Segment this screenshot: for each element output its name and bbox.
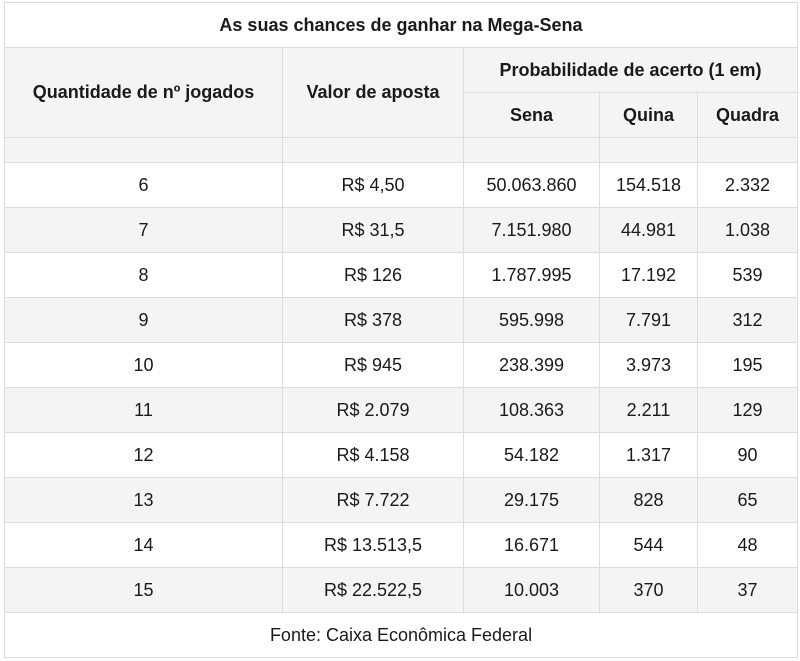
cell-quina: 44.981 <box>599 207 698 253</box>
cell-quina: 17.192 <box>599 252 698 298</box>
mega-sena-odds-table: As suas chances de ganhar na Mega-Sena Q… <box>4 2 798 658</box>
cell-quantity: 8 <box>4 252 283 298</box>
cell-bet-value: R$ 13.513,5 <box>282 522 464 568</box>
table-row: 15 R$ 22.522,5 10.003 370 37 <box>4 567 798 613</box>
source-footer: Fonte: Caixa Econômica Federal <box>4 612 798 658</box>
table-row: 10 R$ 945 238.399 3.973 195 <box>4 342 798 388</box>
cell-quantity: 6 <box>4 162 283 208</box>
table-row: 9 R$ 378 595.998 7.791 312 <box>4 297 798 343</box>
table-body: 6 R$ 4,50 50.063.860 154.518 2.332 7 R$ 31,5 7.… <box>4 162 798 613</box>
cell-sena: 1.787.995 <box>463 252 600 298</box>
cell-quadra: 90 <box>697 432 798 478</box>
cell-quina: 3.973 <box>599 342 698 388</box>
cell-bet-value: R$ 4,50 <box>282 162 464 208</box>
table-row: 8 R$ 126 1.787.995 17.192 539 <box>4 252 798 298</box>
cell-bet-value: R$ 31,5 <box>282 207 464 253</box>
header-quina: Quina <box>599 92 698 138</box>
table-title: As suas chances de ganhar na Mega-Sena <box>4 2 798 48</box>
cell-quadra: 65 <box>697 477 798 523</box>
cell-bet-value: R$ 4.158 <box>282 432 464 478</box>
header-quantity: Quantidade de nº jogados <box>4 47 283 138</box>
table-row: 7 R$ 31,5 7.151.980 44.981 1.038 <box>4 207 798 253</box>
cell-quantity: 9 <box>4 297 283 343</box>
cell-quadra: 195 <box>697 342 798 388</box>
cell-quantity: 7 <box>4 207 283 253</box>
cell-quadra: 37 <box>697 567 798 613</box>
cell-sena: 10.003 <box>463 567 600 613</box>
cell-quina: 828 <box>599 477 698 523</box>
cell-quadra: 2.332 <box>697 162 798 208</box>
cell-sena: 29.175 <box>463 477 600 523</box>
cell-bet-value: R$ 126 <box>282 252 464 298</box>
cell-sena: 238.399 <box>463 342 600 388</box>
cell-quina: 154.518 <box>599 162 698 208</box>
cell-sena: 50.063.860 <box>463 162 600 208</box>
table-row: 13 R$ 7.722 29.175 828 65 <box>4 477 798 523</box>
cell-sena: 595.998 <box>463 297 600 343</box>
cell-bet-value: R$ 378 <box>282 297 464 343</box>
cell-bet-value: R$ 7.722 <box>282 477 464 523</box>
cell-bet-value: R$ 945 <box>282 342 464 388</box>
spacer-row <box>4 137 798 163</box>
cell-sena: 16.671 <box>463 522 600 568</box>
cell-quadra: 539 <box>697 252 798 298</box>
cell-quina: 544 <box>599 522 698 568</box>
cell-quantity: 12 <box>4 432 283 478</box>
cell-sena: 7.151.980 <box>463 207 600 253</box>
header-bet-value: Valor de aposta <box>282 47 464 138</box>
cell-bet-value: R$ 2.079 <box>282 387 464 433</box>
cell-quantity: 11 <box>4 387 283 433</box>
cell-bet-value: R$ 22.522,5 <box>282 567 464 613</box>
cell-sena: 108.363 <box>463 387 600 433</box>
header-quadra: Quadra <box>697 92 798 138</box>
cell-quadra: 312 <box>697 297 798 343</box>
cell-quantity: 14 <box>4 522 283 568</box>
cell-quina: 7.791 <box>599 297 698 343</box>
cell-quadra: 1.038 <box>697 207 798 253</box>
table-row: 6 R$ 4,50 50.063.860 154.518 2.332 <box>4 162 798 208</box>
cell-quantity: 15 <box>4 567 283 613</box>
table-row: 14 R$ 13.513,5 16.671 544 48 <box>4 522 798 568</box>
table-row: 11 R$ 2.079 108.363 2.211 129 <box>4 387 798 433</box>
cell-quina: 2.211 <box>599 387 698 433</box>
header-probability: Probabilidade de acerto (1 em) <box>463 47 798 93</box>
cell-quantity: 13 <box>4 477 283 523</box>
cell-quadra: 129 <box>697 387 798 433</box>
cell-quina: 1.317 <box>599 432 698 478</box>
header-sena: Sena <box>463 92 600 138</box>
table-row: 12 R$ 4.158 54.182 1.317 90 <box>4 432 798 478</box>
cell-sena: 54.182 <box>463 432 600 478</box>
cell-quadra: 48 <box>697 522 798 568</box>
cell-quina: 370 <box>599 567 698 613</box>
cell-quantity: 10 <box>4 342 283 388</box>
